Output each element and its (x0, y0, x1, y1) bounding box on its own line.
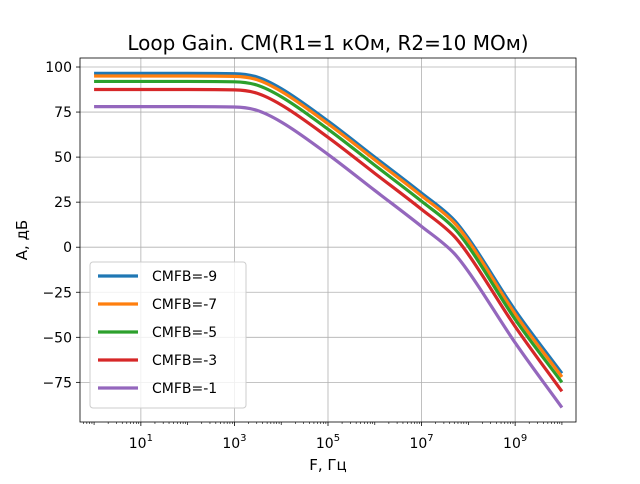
legend-label: CMFB=-3 (152, 353, 217, 369)
y-axis-label: A, дБ (13, 220, 31, 260)
series-line-4 (94, 87, 564, 393)
y-tick-label: −75 (42, 375, 72, 391)
x-tick-label: 107 (409, 433, 433, 452)
series-lines (94, 71, 564, 409)
x-tick-label: 109 (503, 433, 527, 452)
series-line-2 (94, 74, 564, 378)
x-tick-base: 10 (222, 436, 240, 452)
legend-label: CMFB=-9 (152, 269, 217, 285)
x-tick-base: 10 (409, 436, 427, 452)
y-tick-label: 50 (54, 150, 72, 166)
x-tick-exponent: 1 (147, 433, 153, 444)
x-tick-label: 101 (129, 433, 153, 452)
legend-box (89, 261, 247, 409)
y-tick-label: 25 (54, 195, 72, 211)
series-line-5 (94, 105, 564, 409)
x-tick-base: 10 (316, 436, 334, 452)
x-tick-base: 10 (129, 436, 147, 452)
y-tick-label: −25 (42, 285, 72, 301)
legend-label: CMFB=-7 (152, 297, 217, 313)
x-tick-exponent: 5 (334, 433, 340, 444)
x-tick-base: 10 (503, 436, 521, 452)
x-tick-exponent: 7 (427, 433, 433, 444)
legend-label: CMFB=-1 (152, 381, 217, 397)
legend: CMFB=-9 CMFB=-7 CMFB=-5 CMFB=-3 CMFB=-1 (89, 261, 247, 409)
x-tick-exponent: 3 (240, 433, 246, 444)
x-tick-exponent: 9 (521, 433, 527, 444)
y-tick-label: 75 (54, 105, 72, 121)
x-axis-label: F, Гц (309, 456, 347, 474)
legend-label: CMFB=-5 (152, 325, 217, 341)
y-tick-label: 100 (45, 60, 72, 76)
chart-title: Loop Gain. CM(R1=1 кОм, R2=10 МОм) (127, 31, 528, 55)
y-tick-label: −50 (42, 330, 72, 346)
y-tick-label: 0 (63, 240, 72, 256)
x-tick-label: 103 (222, 433, 246, 452)
x-tick-label: 105 (316, 433, 340, 452)
series-line-3 (94, 79, 564, 384)
